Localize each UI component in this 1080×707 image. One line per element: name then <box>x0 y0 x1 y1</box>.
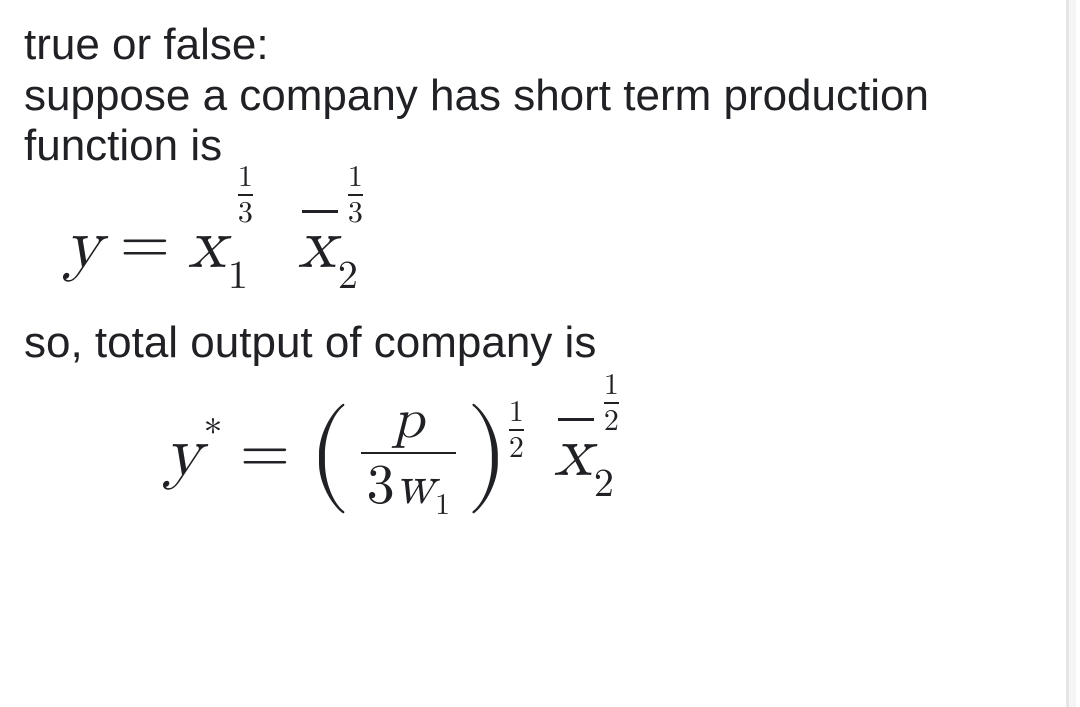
equals-sign: = <box>120 206 170 283</box>
frac-num: p <box>387 388 430 452</box>
tail-exp-1-2: 1 2 <box>604 370 619 436</box>
line-1: true or false: <box>24 20 1056 71</box>
overbar-icon-2 <box>558 418 594 421</box>
line-3: function is <box>24 121 1056 172</box>
output-formula: y * = ( p 3 w 1 ) 1 <box>164 388 1056 518</box>
outer-exp-1-2: 1 2 <box>509 397 524 463</box>
frac-den: 3 w 1 <box>361 454 456 518</box>
tail-base-x: x <box>554 410 592 496</box>
equals-sign-2: = <box>240 415 290 492</box>
right-paren: ) <box>466 409 509 497</box>
exp-1-3: 1 3 <box>238 162 253 228</box>
sub-2: 2 <box>338 252 358 300</box>
term-x1: x 1 1 3 <box>188 202 248 288</box>
frac-p-over-3w1: p 3 w 1 <box>361 388 456 518</box>
term-x2bar: x 2 1 3 <box>298 202 358 288</box>
mid-text: so, total output of company is <box>24 318 1056 369</box>
tail-sub-2: 2 <box>594 460 614 508</box>
page-edge-shadow <box>1066 0 1080 707</box>
production-function-formula: y = x 1 1 3 x 2 <box>64 202 1056 288</box>
question-prompt: true or false: suppose a company has sho… <box>24 20 1056 172</box>
page: true or false: suppose a company has sho… <box>0 0 1080 707</box>
var-y-star: y * <box>164 410 222 496</box>
var-y: y <box>64 202 102 288</box>
base-x: x <box>188 202 226 288</box>
base-x2: x <box>298 202 336 288</box>
line-2: suppose a company has short term product… <box>24 71 1056 122</box>
left-paren: ( <box>308 409 351 497</box>
tail-x2bar: x 2 1 2 <box>554 410 614 496</box>
sub-1: 1 <box>228 252 248 300</box>
exp-1-3-b: 1 3 <box>348 162 363 228</box>
overbar-icon <box>302 210 338 213</box>
